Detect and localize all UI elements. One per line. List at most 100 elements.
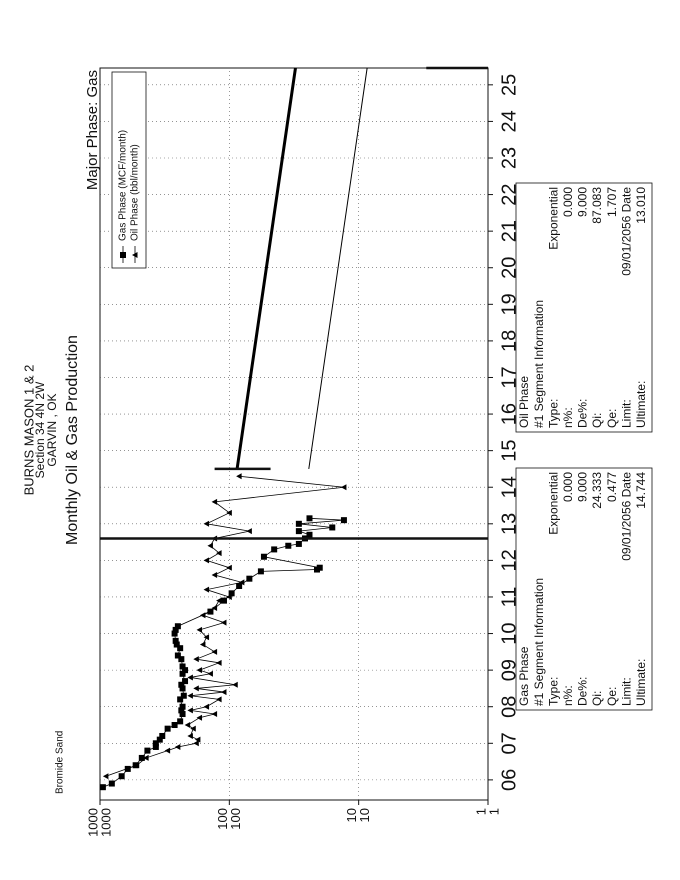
- legend-marker: [120, 252, 126, 258]
- data-point: [228, 590, 235, 597]
- y2-tick-label: 1000: [98, 808, 113, 837]
- data-point: [144, 747, 151, 754]
- data-point: [159, 732, 166, 739]
- data-point: [232, 681, 238, 688]
- info-label: Qi:: [590, 691, 604, 706]
- info-title: Gas Phase: [517, 646, 531, 706]
- data-point: [285, 542, 292, 549]
- data-point: [207, 670, 213, 677]
- data-point: [207, 608, 214, 615]
- data-point: [295, 540, 302, 547]
- data-point: [329, 524, 336, 531]
- data-point: [226, 564, 232, 571]
- info-value: 9.000: [576, 187, 590, 217]
- x-tick-label: 06: [498, 769, 520, 791]
- data-point: [246, 575, 253, 582]
- y-tick-label: 1000: [85, 808, 100, 837]
- info-value: Exponential: [546, 472, 560, 535]
- data-point: [174, 623, 181, 630]
- data-point: [306, 515, 313, 522]
- data-point: [118, 773, 125, 780]
- data-point: [203, 634, 210, 641]
- data-point: [216, 597, 222, 604]
- info-label: Ultimate:: [634, 659, 648, 706]
- data-point: [194, 736, 201, 743]
- info-value: 13.010: [634, 187, 648, 224]
- info-box: [515, 467, 653, 711]
- data-point: [216, 550, 222, 557]
- data-point: [180, 692, 187, 699]
- info-box: [515, 182, 653, 433]
- info-label: De%:: [576, 399, 590, 428]
- data-point: [340, 484, 347, 491]
- data-point: [187, 732, 193, 739]
- info-title: Oil Phase: [517, 376, 531, 428]
- plot-frame: [99, 67, 489, 801]
- x-tick-label: 08: [498, 696, 520, 718]
- data-point: [203, 703, 210, 710]
- data-point: [226, 509, 232, 516]
- data-point: [220, 619, 227, 626]
- data-point: [260, 553, 267, 560]
- data-point: [171, 722, 178, 729]
- data-point: [216, 659, 222, 666]
- legend-box: [111, 71, 147, 269]
- x-tick-label: 21: [498, 220, 520, 242]
- data-point: [211, 604, 218, 611]
- data-point: [187, 692, 193, 699]
- data-point: [340, 517, 347, 524]
- data-point: [196, 714, 203, 721]
- info-label: n%:: [561, 685, 575, 706]
- legend-marker: [132, 252, 138, 258]
- info-label: Ultimate:: [634, 381, 648, 428]
- x-tick-label: 07: [498, 732, 520, 754]
- data-point: [295, 520, 302, 527]
- info-label: Qe:: [605, 409, 619, 428]
- chart-title: Monthly Oil & Gas Production: [64, 335, 81, 545]
- x-tick-label: 11: [498, 587, 520, 608]
- data-point: [193, 685, 199, 692]
- info-label: Type:: [546, 399, 560, 428]
- data-point: [138, 754, 145, 761]
- legend-label: Oil Phase (bbl/month): [130, 144, 141, 241]
- info-value: 87.083: [590, 187, 604, 224]
- forecast-line: [308, 67, 368, 470]
- data-point: [193, 740, 199, 747]
- data-point: [216, 696, 222, 703]
- data-point: [102, 773, 109, 780]
- x-tick-label: 13: [498, 513, 520, 535]
- info-label: n%:: [561, 407, 575, 428]
- x-tick-label: 12: [498, 549, 520, 571]
- data-point: [193, 656, 199, 663]
- data-point: [257, 568, 264, 575]
- data-point: [187, 707, 193, 714]
- info-value: Exponential: [546, 187, 560, 250]
- data-point: [99, 784, 106, 791]
- data-point: [203, 520, 210, 527]
- info-value: 0.477: [605, 472, 619, 502]
- y2-tick-label: 10: [357, 808, 372, 822]
- info-value: 14.744: [634, 472, 648, 509]
- data-point: [143, 754, 149, 761]
- data-point: [164, 747, 171, 754]
- x-tick-label: 23: [498, 147, 520, 169]
- data-point: [164, 725, 171, 732]
- data-point: [211, 572, 218, 579]
- x-tick-label: 24: [498, 110, 520, 132]
- data-point: [203, 586, 210, 593]
- data-point: [179, 663, 186, 670]
- x-tick-label: 20: [498, 257, 520, 279]
- x-tick-label: 16: [498, 403, 520, 425]
- info-label: Qi:: [590, 413, 604, 428]
- data-point: [196, 667, 203, 674]
- data-point: [184, 722, 191, 729]
- y2-tick-label: 1: [486, 808, 501, 815]
- annotation: Bromide Sand: [55, 731, 66, 794]
- header-line: BURNS MASON 1 & 2: [21, 365, 36, 496]
- data-point: [271, 546, 278, 553]
- data-point: [199, 641, 206, 648]
- info-value: 0.000: [561, 187, 575, 217]
- data-point: [203, 557, 210, 564]
- x-tick-label: 10: [498, 622, 520, 644]
